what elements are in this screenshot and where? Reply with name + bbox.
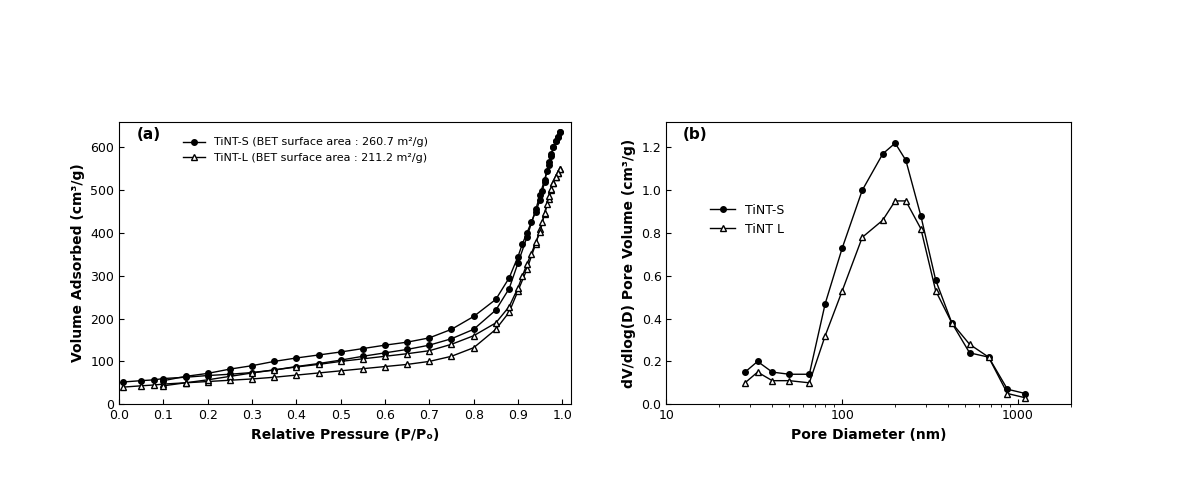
Legend: TiNT-S, TiNT L: TiNT-S, TiNT L (704, 199, 789, 241)
Y-axis label: Volume Adsorbed (cm³/g): Volume Adsorbed (cm³/g) (70, 164, 84, 362)
X-axis label: Relative Pressure (P/Pₒ): Relative Pressure (P/Pₒ) (251, 428, 439, 442)
Y-axis label: dV/dlog(D) Pore Volume (cm³/g): dV/dlog(D) Pore Volume (cm³/g) (622, 138, 635, 388)
Text: (a): (a) (137, 128, 161, 142)
Text: (b): (b) (683, 128, 707, 142)
Legend: TiNT-S (BET surface area : 260.7 m²/g), TiNT-L (BET surface area : 211.2 m²/g): TiNT-S (BET surface area : 260.7 m²/g), … (178, 133, 433, 168)
X-axis label: Pore Diameter (nm): Pore Diameter (nm) (791, 428, 946, 442)
